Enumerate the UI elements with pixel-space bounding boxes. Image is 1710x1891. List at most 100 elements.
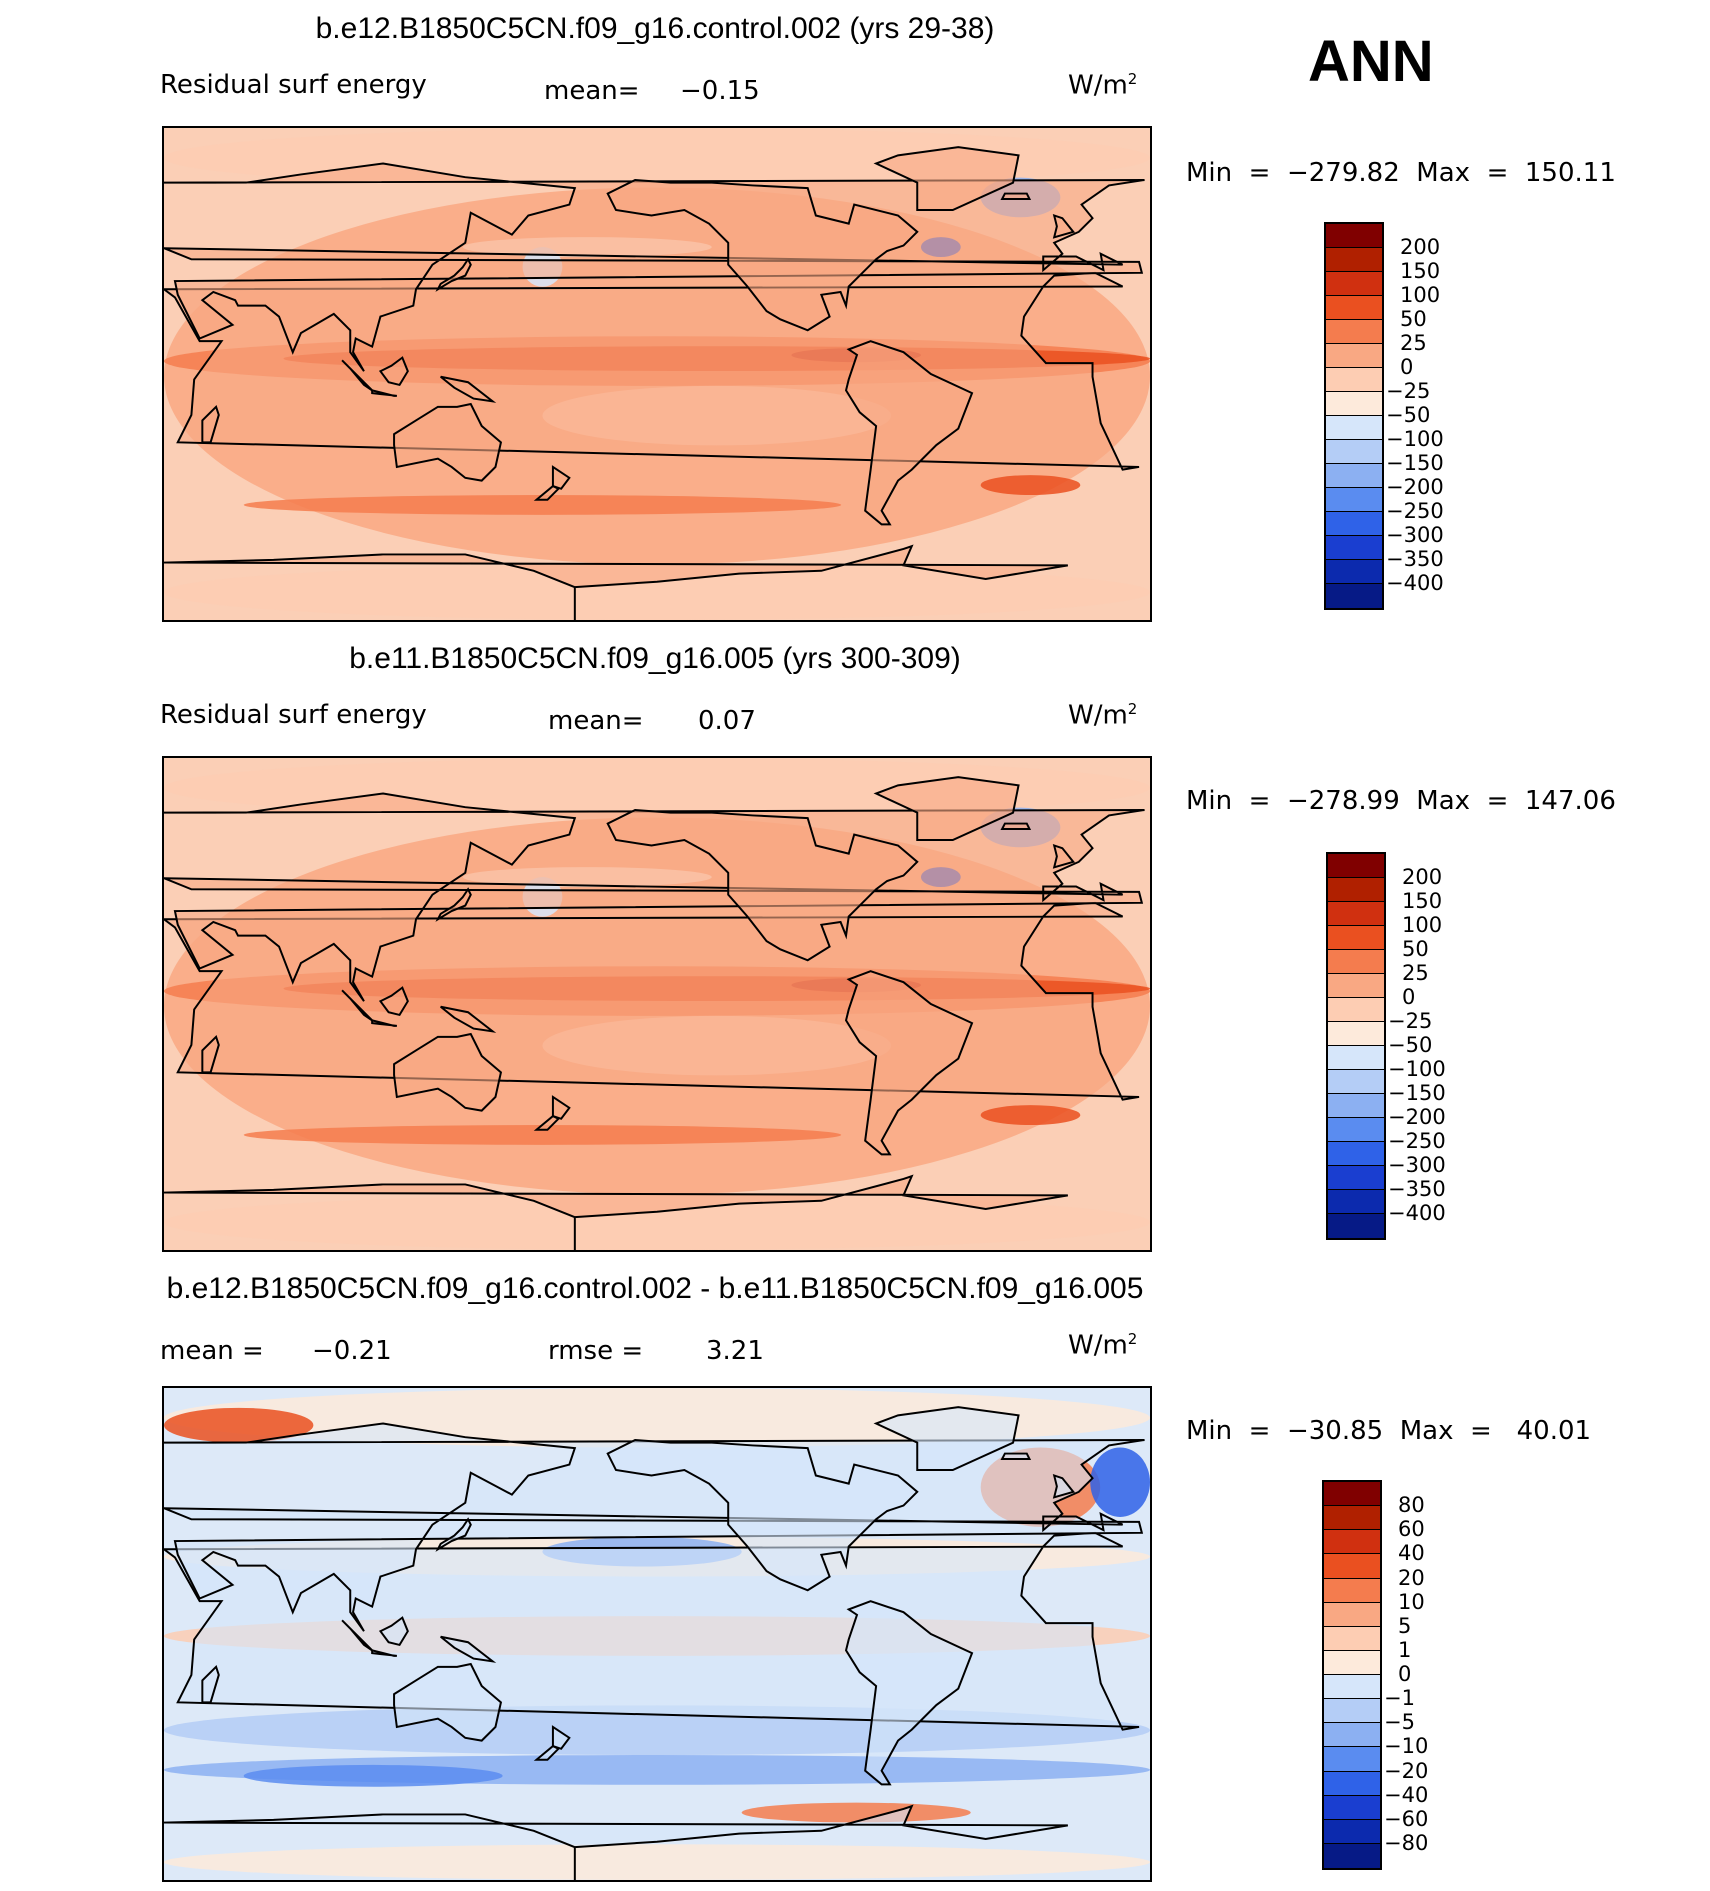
coastline: [1000, 192, 1032, 201]
colorbar-tick-label: −150: [1386, 451, 1444, 475]
colorbar-swatch: [1326, 392, 1382, 416]
colorbar-tick-label: −80: [1384, 1830, 1429, 1855]
coastline: [551, 465, 571, 490]
coastline: [533, 1744, 561, 1761]
colorbar-swatch: [1326, 296, 1382, 320]
colorbar-swatch: [1328, 1022, 1384, 1046]
colorbar-swatch: [1326, 584, 1382, 608]
coastlines: [164, 776, 1145, 1250]
coastline: [1052, 213, 1076, 239]
colorbar-swatch: [1328, 902, 1384, 926]
coastline: [606, 178, 919, 332]
coastline: [844, 1600, 974, 1786]
coastline: [435, 887, 472, 922]
coastline: [1000, 1452, 1032, 1461]
panel-3-min-max: Min = −30.85 Max = 40.01: [1186, 1416, 1592, 1446]
coastline: [378, 356, 409, 387]
colorbar-tick-label: −100: [1388, 1057, 1446, 1081]
colorbar-tick-label: −60: [1384, 1806, 1429, 1831]
colorbar-swatch: [1328, 950, 1384, 974]
colorbar-swatch: [1326, 440, 1382, 464]
map-field: [164, 1388, 1150, 1880]
colorbar-swatch: [1328, 1214, 1384, 1238]
colorbar-tick-label: −20: [1384, 1758, 1429, 1783]
coastline: [164, 544, 1068, 620]
field-region: [164, 564, 1150, 620]
coastline: [1000, 822, 1032, 831]
colorbar-tick-label: −25: [1386, 379, 1431, 403]
colorbar-tick-label: 50: [1402, 937, 1429, 961]
coastline: [371, 1019, 397, 1027]
panel-2-map: [162, 756, 1152, 1252]
coastline: [164, 1174, 1068, 1250]
panel-1-mean-value: −0.15: [680, 76, 760, 106]
coastline: [440, 375, 497, 403]
coastline: [435, 1517, 472, 1552]
field-region: [164, 1194, 1150, 1250]
coastline: [844, 340, 974, 526]
colorbar-swatch: [1326, 488, 1382, 512]
colorbar-tick-label: −400: [1386, 571, 1444, 595]
coastline: [873, 1406, 1020, 1472]
panel-1-title: b.e12.B1850C5CN.f09_g16.control.002 (yrs…: [315, 12, 995, 45]
coastline: [533, 484, 561, 501]
colorbar-swatch: [1324, 1650, 1380, 1675]
panel-2-min-max: Min = −278.99 Max = 147.06: [1186, 786, 1616, 816]
colorbar-swatch: [1324, 1482, 1380, 1507]
field-region: [980, 1105, 1081, 1126]
colorbar-swatch: [1324, 1699, 1380, 1724]
colorbar-swatch: [1324, 1506, 1380, 1531]
coastline: [201, 1034, 220, 1074]
coastline: [873, 776, 1020, 842]
panel-3-colorbar: [1322, 1480, 1382, 1870]
panel-3-rmse-value: 3.21: [706, 1336, 764, 1366]
field-region: [980, 475, 1081, 496]
field-region: [1090, 1447, 1150, 1517]
panel-3-mean-label: mean =: [160, 1336, 264, 1366]
coastline: [1052, 1473, 1076, 1499]
colorbar-swatch: [1328, 1094, 1384, 1118]
panel-3-rmse-label: rmse =: [548, 1336, 644, 1366]
colorbar-swatch: [1324, 1675, 1380, 1700]
colorbar-swatch: [1326, 536, 1382, 560]
panel-2-variable-label: Residual surf energy: [160, 700, 427, 730]
coastline: [378, 1616, 409, 1647]
colorbar-tick-label: −50: [1386, 403, 1431, 427]
panel-3-map: [162, 1386, 1152, 1882]
coastline: [378, 986, 409, 1017]
colorbar-tick-label: −1: [1384, 1686, 1415, 1711]
colorbar-swatch: [1328, 854, 1384, 878]
colorbar-tick-label: 150: [1400, 259, 1441, 283]
colorbar-tick-label: 50: [1400, 307, 1427, 331]
coastline: [393, 402, 503, 482]
colorbar-swatch: [1324, 1578, 1380, 1603]
season-label: ANN: [1308, 29, 1434, 94]
coastline: [551, 1095, 571, 1120]
colorbar-swatch: [1326, 560, 1382, 584]
colorbar-swatch: [1326, 464, 1382, 488]
colorbar-tick-label: 20: [1398, 1565, 1425, 1590]
map-field: [164, 758, 1150, 1250]
panel-1-units: W/m2: [1068, 70, 1138, 101]
colorbar-tick-label: 150: [1402, 889, 1443, 913]
colorbar-tick-label: 1: [1398, 1637, 1412, 1662]
colorbar-swatch: [1328, 1118, 1384, 1142]
colorbar-tick-label: −300: [1388, 1153, 1446, 1177]
colorbar-swatch: [1328, 1190, 1384, 1214]
colorbar-swatch: [1328, 1142, 1384, 1166]
field-region: [164, 1844, 1150, 1880]
panel-3-mean-value: −0.21: [312, 1336, 392, 1366]
colorbar-tick-label: 80: [1398, 1493, 1425, 1518]
colorbar-tick-label: −5: [1384, 1710, 1415, 1735]
panel-2-units: W/m2: [1068, 700, 1138, 731]
panel-1-map: [162, 126, 1152, 622]
panel-1-mean-label: mean=: [544, 76, 640, 106]
colorbar-swatch: [1326, 512, 1382, 536]
colorbar-swatch: [1326, 224, 1382, 248]
coastline: [551, 1725, 571, 1750]
colorbar-tick-label: 100: [1402, 913, 1443, 937]
colorbar-swatch: [1326, 416, 1382, 440]
coastline: [606, 808, 919, 962]
colorbar-tick-label: −350: [1386, 547, 1444, 571]
coastline: [201, 1664, 220, 1704]
